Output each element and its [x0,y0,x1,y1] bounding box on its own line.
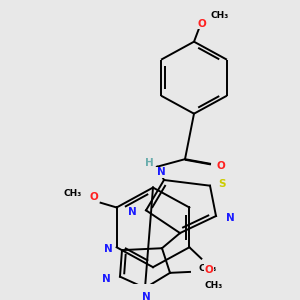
Text: CH₃: CH₃ [199,264,217,273]
Text: N: N [103,244,112,254]
Text: O: O [198,19,206,29]
Text: N: N [102,274,110,284]
Text: O: O [205,265,214,275]
Text: CH₃: CH₃ [64,189,82,198]
Text: N: N [128,207,136,217]
Text: H: H [145,158,153,168]
Text: O: O [89,192,98,202]
Text: O: O [217,161,225,171]
Text: N: N [157,167,165,177]
Text: N: N [142,292,150,300]
Text: S: S [218,179,226,189]
Text: CH₃: CH₃ [211,11,229,20]
Text: CH₃: CH₃ [204,281,223,290]
Text: N: N [226,213,234,223]
